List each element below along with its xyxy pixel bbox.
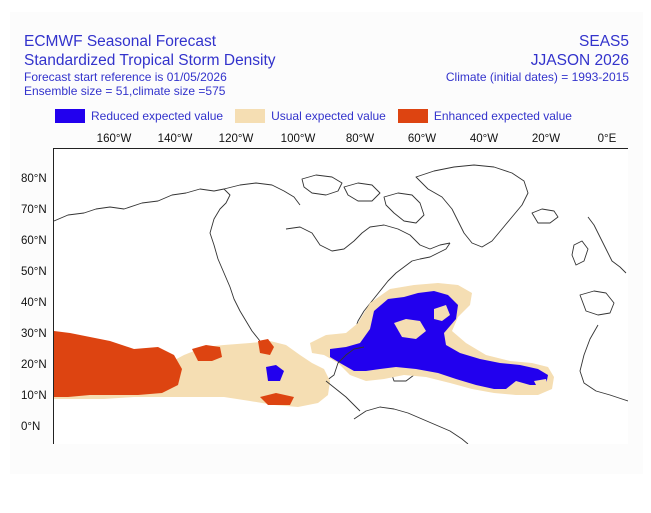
legend-label-enhanced: Enhanced expected value [433, 109, 572, 123]
lon-label-0e: 0°E [597, 133, 617, 145]
legend: Reduced expected value Usual expected va… [55, 107, 584, 125]
legend-swatch-enhanced [397, 109, 428, 123]
region-enhanced-patch-1 [192, 345, 222, 361]
region-enhanced-patch-2 [258, 339, 274, 355]
system-name: SEAS5 [579, 33, 629, 50]
map-panel [53, 148, 628, 444]
legend-label-reduced: Reduced expected value [91, 109, 224, 123]
overlay-coasts [325, 346, 365, 412]
coast-baffin [383, 192, 425, 224]
legend-label-usual: Usual expected value [271, 109, 386, 123]
start-reference: Forecast start reference is 01/05/2026 [24, 70, 227, 84]
region-usual-hole-2 [434, 305, 450, 321]
coast-arctic-3 [343, 182, 381, 202]
ensemble-size: Ensemble size = 51,climate size =575 [24, 84, 226, 98]
lat-label-80n: 80°N [21, 173, 47, 185]
lon-label-160w: 160°W [96, 133, 132, 145]
coast-south-america [353, 406, 469, 444]
coast-arctic-1 [223, 182, 301, 206]
legend-item-reduced: Reduced expected value [55, 109, 223, 123]
coast-britain [571, 240, 589, 266]
forecast-period: JJASON 2026 [530, 52, 629, 69]
coast-us-east [353, 242, 451, 334]
legend-item-enhanced: Enhanced expected value [397, 109, 572, 123]
land-outlines [54, 164, 628, 444]
legend-swatch-reduced [55, 109, 85, 123]
figure-title: ECMWF Seasonal Forecast [24, 33, 217, 50]
region-usual-hole-1 [394, 319, 426, 339]
region-reduced-atlantic [330, 291, 548, 389]
region-usual-hole-3 [534, 379, 548, 389]
title-right-block: SEAS5 JJASON 2026 Climate (initial dates… [446, 32, 629, 84]
figure-subtitle: Standardized Tropical Storm Density [24, 52, 276, 69]
lon-label-120w: 120°W [218, 133, 254, 145]
legend-item-usual: Usual expected value [235, 109, 386, 123]
lat-label-30n: 30°N [21, 328, 47, 340]
region-enhanced-patch-3 [260, 393, 294, 405]
coast-gulf [337, 346, 365, 364]
coast-greenland [415, 164, 529, 248]
climate-period: Climate (initial dates) = 1993-2015 [445, 70, 629, 84]
region-reduced-epac [266, 365, 284, 381]
lat-label-60n: 60°N [21, 235, 47, 247]
lon-label-20w: 20°W [531, 133, 561, 145]
legend-swatch-usual [235, 109, 266, 123]
lat-label-40n: 40°N [21, 297, 47, 309]
lat-label-20n: 20°N [21, 359, 47, 371]
lat-label-0n: 0°N [21, 421, 41, 433]
lon-label-80w: 80°W [345, 133, 375, 145]
lat-label-70n: 70°N [21, 204, 47, 216]
title-block: ECMWF Seasonal Forecast Standardized Tro… [24, 32, 276, 98]
lat-label-50n: 50°N [21, 266, 47, 278]
lon-label-100w: 100°W [280, 133, 316, 145]
forecast-regions [54, 283, 554, 407]
lon-label-140w: 140°W [157, 133, 193, 145]
coast-arctic-2 [301, 174, 343, 196]
coast-central-america [325, 380, 361, 412]
lon-ticks [115, 148, 547, 149]
coast-iberia [579, 290, 615, 316]
lat-label-10n: 10°N [21, 390, 47, 402]
lon-label-40w: 40°W [469, 133, 499, 145]
region-enhanced-cpac [54, 331, 182, 397]
coast-hudson [285, 224, 451, 252]
lon-label-60w: 60°W [407, 133, 437, 145]
coast-europe [587, 216, 627, 274]
coast-africa [579, 324, 628, 402]
coast-iceland [531, 208, 559, 224]
